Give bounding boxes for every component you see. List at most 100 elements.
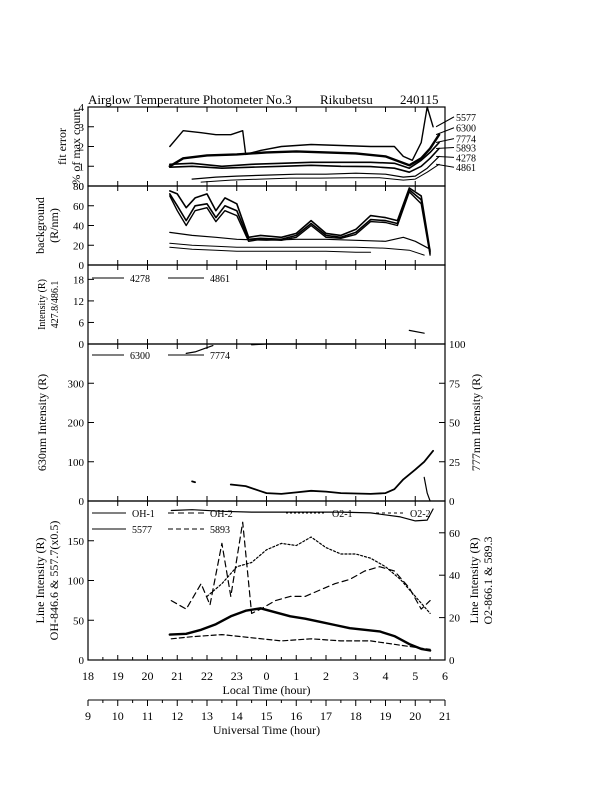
lt-tick-label: 22 bbox=[201, 669, 213, 683]
background-ytick-label: 20 bbox=[73, 240, 85, 252]
legend-label-O2-2: O2-2 bbox=[410, 509, 431, 520]
lt-tick-label: 5 bbox=[412, 669, 418, 683]
legend-label-4278: 4278 bbox=[130, 274, 150, 285]
series-background-4278 bbox=[169, 242, 425, 256]
fit-error-ytick-label: 0 bbox=[79, 181, 85, 193]
background-ytick-label: 0 bbox=[79, 260, 85, 272]
ut-tick-label: 9 bbox=[85, 709, 91, 723]
end-label-4861: 4861 bbox=[456, 163, 476, 174]
panel-red-intensity: 0 100 200 300 0 25 50 75 100 630nm Intensity (R) 7… bbox=[35, 339, 483, 508]
red-intensity-ytick-label: 300 bbox=[68, 378, 85, 390]
legend-label-6300: 6300 bbox=[130, 351, 150, 362]
series-red-intensity-7774 bbox=[423, 476, 431, 502]
line-intensity-ytick-right-label: 40 bbox=[449, 570, 461, 582]
blue-intensity-ylabel: Intensity (R) bbox=[37, 279, 48, 330]
red-intensity-ytick-right-label: 100 bbox=[449, 339, 466, 351]
end-label-5577: 5577 bbox=[456, 113, 476, 124]
background-ylabel: (R/nm) bbox=[47, 208, 61, 243]
ut-tick-label: 19 bbox=[380, 709, 392, 723]
lt-tick-label: 2 bbox=[323, 669, 329, 683]
lt-tick-label: 19 bbox=[112, 669, 124, 683]
line-intensity-ylabel-right: O2-866.1 & 589.3 bbox=[481, 537, 495, 625]
ut-tick-label: 21 bbox=[439, 709, 451, 723]
blue-intensity-ytick-label: 0 bbox=[79, 339, 85, 351]
fit-error-ylabel: % of max count bbox=[69, 108, 83, 185]
series-background-6300 bbox=[169, 189, 431, 254]
background-ytick-label: 60 bbox=[73, 201, 85, 213]
blue-intensity-ytick-label: 6 bbox=[79, 317, 85, 329]
ut-tick-label: 12 bbox=[171, 709, 183, 723]
local-time-label: Local Time (hour) bbox=[223, 683, 311, 697]
red-intensity-ylabel-right: 777nm Intensity (R) bbox=[469, 374, 483, 471]
legend-label-5577: 5577 bbox=[132, 525, 152, 536]
ut-tick-label: 11 bbox=[142, 709, 154, 723]
lt-tick-label: 3 bbox=[353, 669, 359, 683]
lt-tick-label: 6 bbox=[442, 669, 448, 683]
line-intensity-ylabel: OH-846.6 & 557.7(x0.5) bbox=[47, 521, 61, 641]
red-intensity-ytick-label: 100 bbox=[68, 457, 85, 469]
blue-intensity-ytick-label: 18 bbox=[73, 274, 85, 286]
line-intensity-ytick-right-label: 60 bbox=[449, 528, 461, 540]
blue-intensity-ylabel: 427.8/486.1 bbox=[50, 281, 61, 329]
panel-fit-error: 0 1 2 3 4 fit error% of max count 557763007774… bbox=[55, 102, 476, 193]
red-intensity-ytick-right-label: 50 bbox=[449, 418, 461, 430]
line-intensity-ylabel-right: Line Intensity (R) bbox=[467, 538, 481, 624]
legend-label-O2-1: O2-1 bbox=[332, 509, 353, 520]
line-intensity-ytick-right-label: 0 bbox=[449, 655, 455, 667]
series-fit-error-7774 bbox=[169, 141, 440, 169]
end-leader-6300 bbox=[435, 127, 455, 136]
red-intensity-ytick-right-label: 25 bbox=[449, 457, 461, 469]
end-label-4278: 4278 bbox=[456, 153, 476, 164]
legend-label-7774: 7774 bbox=[210, 351, 230, 362]
series-blue-intensity-4861 bbox=[408, 329, 425, 334]
end-leader-7774 bbox=[435, 138, 455, 144]
legend-label-5893: 5893 bbox=[210, 525, 230, 536]
end-leader-4278 bbox=[436, 155, 455, 158]
series-red-intensity-6300 bbox=[191, 480, 197, 484]
series-background-7774 bbox=[169, 191, 431, 256]
series-fit-error-4278 bbox=[191, 155, 440, 180]
line-intensity-ytick-label: 100 bbox=[68, 576, 85, 588]
legend-label-4861: 4861 bbox=[210, 274, 230, 285]
series-red-intensity-7774 bbox=[251, 343, 357, 346]
series-line-intensity-OH-1 bbox=[170, 508, 434, 522]
date-label: 240115 bbox=[400, 92, 439, 107]
end-label-6300: 6300 bbox=[456, 124, 476, 135]
fit-error-ytick-label: 1 bbox=[79, 161, 85, 173]
fit-error-ylabel: fit error bbox=[55, 128, 69, 165]
series-background-5893 bbox=[169, 231, 431, 250]
fit-error-ytick-label: 2 bbox=[79, 142, 85, 154]
lt-tick-label: 18 bbox=[82, 669, 94, 683]
blue-intensity-ytick-label: 12 bbox=[73, 296, 84, 308]
background-ytick-label: 40 bbox=[73, 221, 85, 233]
fit-error-ytick-label: 3 bbox=[79, 122, 85, 134]
legend-label-OH-1: OH-1 bbox=[132, 509, 155, 520]
lt-tick-label: 0 bbox=[264, 669, 270, 683]
legend-label-OH-2: OH-2 bbox=[210, 509, 233, 520]
series-red-intensity-6300 bbox=[229, 449, 435, 495]
chart-title: Airglow Temperature Photometer No.3 bbox=[88, 92, 292, 107]
universal-time-axis: 9 10 11 12 13 14 15 16 17 18 19 20 21 Universal Time … bbox=[85, 699, 451, 737]
red-intensity-ylabel: 630nm Intensity (R) bbox=[35, 374, 49, 471]
lt-tick-label: 1 bbox=[293, 669, 299, 683]
end-leader-5893 bbox=[436, 146, 455, 149]
lt-tick-label: 23 bbox=[231, 669, 243, 683]
site-name: Rikubetsu bbox=[320, 92, 373, 107]
end-leader-4861 bbox=[435, 163, 455, 168]
series-background-4861 bbox=[169, 246, 372, 253]
series-fit-error-5577 bbox=[169, 106, 434, 162]
end-leader-5577 bbox=[435, 116, 455, 128]
panel-blue-intensity: 0 6 12 18 Intensity (R) 427.8/486.1 4278 4861 bbox=[37, 264, 446, 351]
series-red-intensity-7774 bbox=[185, 345, 214, 354]
series-fit-error-4861 bbox=[200, 163, 440, 183]
panel-background: 0 20 40 60 80 background (R/nm) bbox=[33, 181, 446, 272]
lt-tick-label: 4 bbox=[383, 669, 389, 683]
background-frame bbox=[87, 185, 446, 266]
red-intensity-ytick-label: 200 bbox=[68, 418, 85, 430]
series-fit-error-5893 bbox=[169, 147, 440, 173]
line-intensity-ytick-label: 0 bbox=[79, 655, 85, 667]
